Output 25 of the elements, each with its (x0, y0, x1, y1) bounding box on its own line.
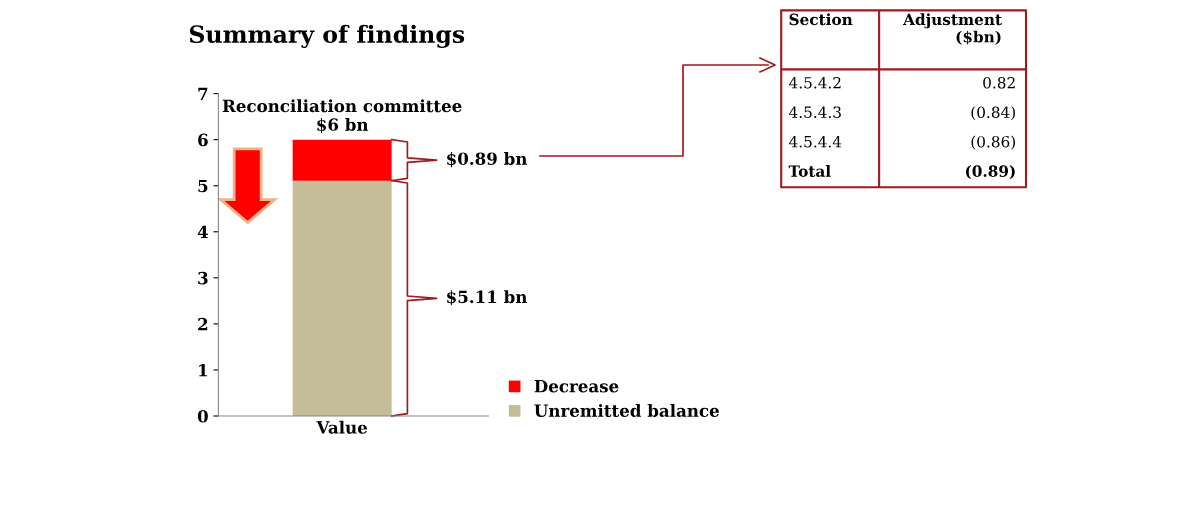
text: Adjustment ($bn) (903, 13, 1002, 45)
text: Section (789, 13, 853, 26)
text: $0.89 bn (447, 152, 528, 168)
text: 4.5.4.2 (789, 76, 841, 89)
legend-label: Decrease (534, 380, 619, 393)
legend-label: Unremitted balance (534, 404, 719, 417)
y-tick-label: 0 (197, 409, 208, 423)
y-tick-label: 5 (198, 179, 208, 193)
x-tick-label: Value (316, 420, 368, 434)
text: 4.5.4.4 (789, 135, 842, 148)
text: (0.89) (965, 165, 1015, 180)
y-tick-label: 7 (198, 87, 208, 100)
text: 4.5.4.3 (789, 106, 841, 118)
chart-title: Summary of findings (189, 24, 465, 48)
y-tick-label: 1 (199, 363, 208, 377)
text: (0.86) (971, 135, 1015, 150)
y-tick-label: 4 (197, 225, 208, 239)
text: Total (788, 165, 831, 177)
text: $5.11 bn (447, 290, 528, 306)
y-tick-label: 2 (198, 317, 208, 331)
y-tick-label: 6 (198, 133, 208, 147)
text: 0.82 (983, 76, 1015, 89)
annotation: Reconciliation committee $6 bn (222, 99, 462, 134)
text: (0.84) (971, 106, 1015, 121)
y-tick-label: 3 (198, 271, 208, 285)
